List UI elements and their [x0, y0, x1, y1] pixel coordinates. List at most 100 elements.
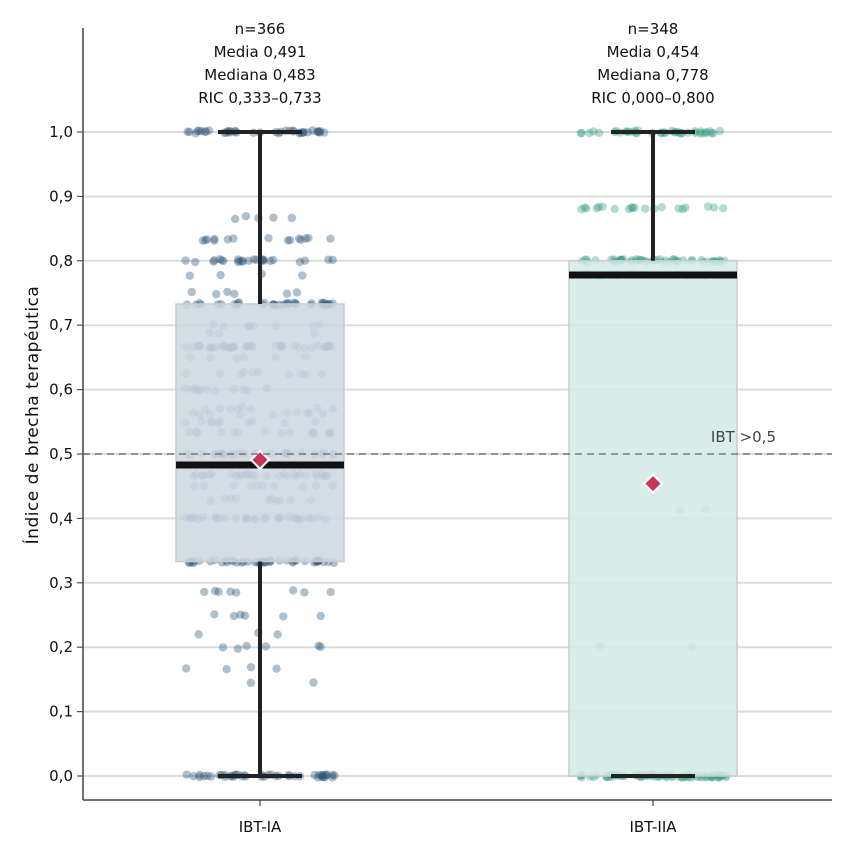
data-point	[701, 128, 711, 138]
data-point	[195, 772, 204, 782]
data-point	[216, 270, 225, 280]
data-point	[326, 234, 335, 243]
data-point	[233, 644, 243, 653]
y-tick-label: 0,6	[49, 381, 73, 399]
y-tick-label: 0,8	[49, 252, 73, 270]
data-point	[199, 771, 209, 781]
data-point	[308, 126, 317, 135]
y-tick-label: 0,1	[49, 703, 73, 721]
data-point	[715, 126, 725, 136]
data-point	[681, 203, 690, 212]
data-point	[580, 203, 589, 212]
data-point	[269, 213, 278, 222]
data-point	[241, 211, 251, 221]
data-point	[198, 236, 208, 245]
data-point	[640, 204, 650, 213]
data-point	[240, 611, 250, 620]
y-tick-label: 0,4	[49, 509, 73, 527]
data-point	[577, 205, 586, 214]
data-point	[246, 662, 256, 672]
data-point	[295, 257, 305, 267]
y-axis-label: Índice de brecha terapéutica	[21, 286, 43, 545]
stat-text: Media 0,454	[607, 43, 700, 61]
data-point	[316, 126, 325, 136]
data-point	[585, 128, 594, 138]
data-point	[233, 257, 243, 267]
data-point	[238, 257, 247, 266]
data-point	[326, 587, 335, 597]
data-point	[264, 233, 273, 243]
data-point	[261, 642, 271, 651]
stat-text: RIC 0,000–0,800	[591, 89, 714, 107]
axes	[82, 28, 832, 801]
data-point	[214, 587, 223, 596]
data-point	[301, 234, 310, 243]
data-point	[696, 129, 705, 138]
data-point	[627, 203, 637, 212]
data-point	[310, 770, 319, 780]
reference-line-group: IBT >0,5	[83, 428, 832, 455]
data-point	[701, 127, 711, 137]
data-point	[315, 128, 325, 137]
data-point	[330, 771, 339, 780]
data-point	[317, 771, 326, 780]
data-point	[322, 770, 332, 779]
data-point	[210, 236, 219, 245]
data-point	[314, 641, 323, 651]
box-1	[568, 260, 738, 777]
data-point	[229, 234, 238, 243]
data-point	[235, 256, 244, 266]
data-point	[577, 128, 586, 138]
data-point	[201, 127, 210, 137]
data-point	[181, 664, 191, 673]
data-point	[594, 128, 604, 138]
x-axis-labels: IBT-IA IBT-IIA	[239, 800, 677, 836]
data-point	[268, 255, 278, 265]
data-point	[320, 773, 329, 782]
data-point	[279, 612, 288, 621]
stat-text: Mediana 0,778	[597, 66, 708, 84]
data-point	[610, 204, 619, 214]
data-point	[703, 202, 713, 211]
data-point	[197, 127, 206, 136]
boxes	[175, 130, 738, 778]
data-point	[217, 255, 226, 265]
stat-text: n=366	[235, 20, 286, 38]
data-point	[322, 771, 331, 780]
data-point	[195, 770, 204, 780]
data-point	[314, 770, 324, 780]
data-point	[189, 772, 198, 781]
data-point	[313, 126, 323, 136]
data-point	[589, 127, 598, 136]
data-point	[203, 771, 212, 780]
data-point	[316, 611, 325, 621]
data-point	[210, 586, 220, 596]
data-point	[272, 664, 281, 673]
data-point	[709, 129, 718, 138]
data-point	[191, 129, 201, 138]
data-point	[183, 127, 192, 137]
data-point	[193, 126, 202, 136]
data-point	[309, 678, 318, 687]
y-tick-label: 0,9	[49, 187, 73, 205]
data-point	[576, 128, 586, 138]
data-point	[319, 772, 328, 782]
data-point	[705, 127, 715, 136]
data-point	[628, 203, 637, 213]
x-tick-label: IBT-IIA	[629, 818, 677, 836]
data-point	[209, 257, 218, 266]
data-point	[696, 127, 705, 136]
data-point	[202, 235, 212, 244]
mean-marker	[642, 473, 664, 495]
reference-line-label: IBT >0,5	[711, 428, 776, 446]
data-point	[218, 643, 228, 652]
data-point	[718, 204, 728, 213]
data-point	[181, 256, 190, 265]
y-tick-label: 0,2	[49, 638, 73, 656]
data-point	[185, 271, 194, 280]
data-point	[242, 641, 251, 651]
data-point	[624, 204, 634, 214]
data-point	[287, 213, 297, 223]
x-tick-label: IBT-IA	[239, 818, 282, 836]
data-point	[328, 770, 337, 780]
